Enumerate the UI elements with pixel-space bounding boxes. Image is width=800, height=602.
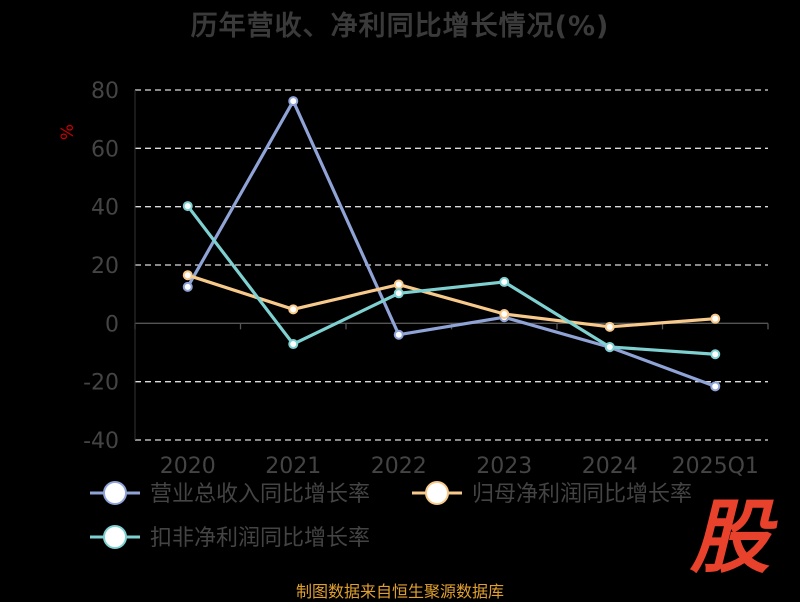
x-tick-label: 2021	[265, 454, 321, 479]
legend-marker-1	[103, 481, 127, 505]
data-point	[604, 341, 615, 352]
data-point	[499, 309, 510, 319]
series-line-3	[186, 205, 716, 356]
y-tick-labels: 80 60 40 20 0 -20 -40	[83, 79, 119, 454]
series-line-2	[187, 273, 716, 329]
x-tick-labels: 2020 2021 2022 2023 2024 2025Q1	[160, 454, 759, 479]
x-tick-label: 2022	[371, 454, 427, 479]
data-point	[604, 321, 615, 332]
legend-label-1: 营业总收入同比增长率	[150, 482, 370, 507]
data-point	[288, 96, 299, 107]
y-tick-label: 20	[91, 254, 119, 279]
y-axis-label: %	[58, 124, 78, 140]
y-tick-label: 60	[91, 137, 119, 162]
grid-lines	[135, 89, 768, 441]
data-point	[499, 276, 510, 287]
x-tick-label: 2025Q1	[672, 454, 759, 479]
x-tick-label: 2024	[582, 454, 638, 479]
data-point	[393, 329, 404, 340]
series-lines	[182, 96, 721, 392]
source-note: 制图数据来自恒生聚源数据库	[295, 582, 504, 601]
y-tick-label: -20	[83, 371, 119, 396]
data-point	[710, 381, 721, 392]
legend-label-3: 扣非净利润同比增长率	[150, 526, 370, 551]
x-tick-label: 2023	[476, 454, 532, 479]
data-point	[710, 349, 721, 360]
legend-marker-3	[103, 525, 127, 549]
watermark-logo: 股	[690, 491, 770, 584]
legend-marker-2	[425, 481, 449, 505]
y-tick-label: 0	[105, 312, 119, 337]
data-point	[288, 339, 299, 350]
data-point	[393, 288, 404, 299]
legend-label-2: 归母净利润同比增长率	[472, 482, 692, 507]
y-tick-label: -40	[83, 429, 119, 454]
x-tick-label: 2020	[160, 454, 216, 479]
y-tick-label: 40	[91, 196, 119, 221]
data-point	[182, 201, 193, 212]
series-line-1	[186, 99, 716, 388]
data-point	[182, 270, 193, 281]
data-point	[710, 313, 721, 324]
data-point	[288, 304, 299, 315]
y-tick-label: 80	[91, 79, 119, 104]
chart-title: 历年营收、净利同比增长情况(%)	[190, 11, 610, 42]
data-point	[393, 279, 404, 290]
data-point	[182, 281, 193, 292]
